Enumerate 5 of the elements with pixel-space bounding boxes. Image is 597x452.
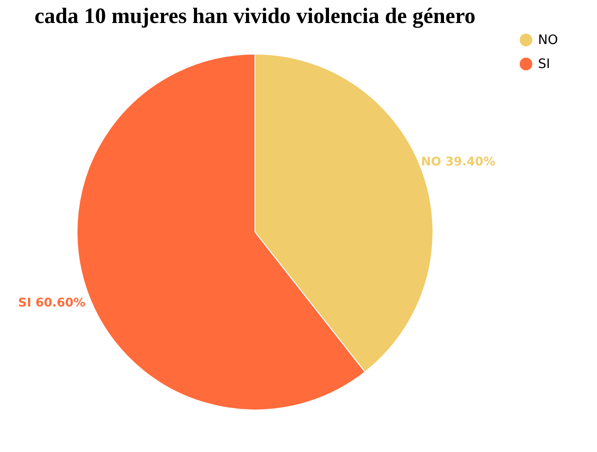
legend-label: NO <box>538 33 558 48</box>
data-label: SI 60.60% <box>18 295 86 310</box>
data-label: NO 39.40% <box>420 154 496 169</box>
legend-label: SI <box>538 57 550 72</box>
chart-title: cada 10 mujeres han vivido violencia de género <box>34 3 476 28</box>
